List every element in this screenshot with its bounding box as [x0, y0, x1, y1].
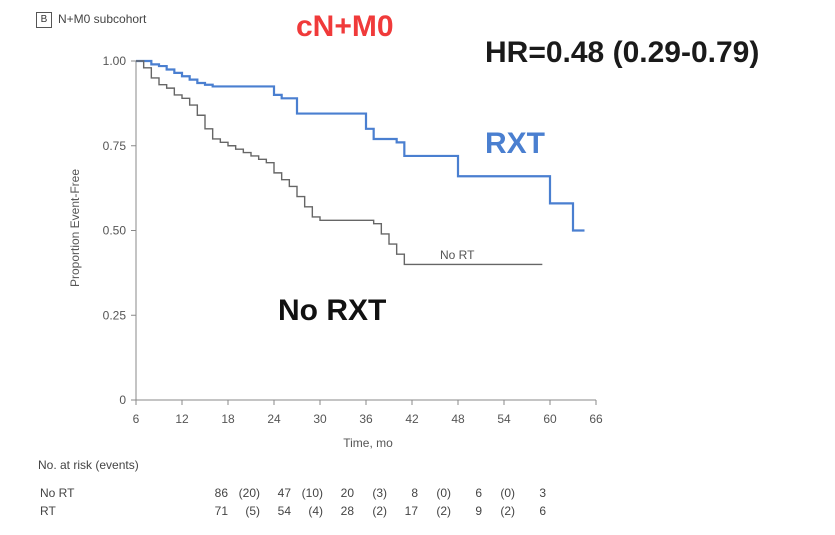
- x-tick-label: 42: [405, 412, 419, 426]
- risk-table-row: RT 71 (5) 54 (4) 28 (2) 17 (2) 9 (2) 6: [38, 504, 638, 520]
- x-tick-label: 12: [175, 412, 189, 426]
- series-line-no_rt: [136, 60, 543, 266]
- y-axis-title: Proportion Event-Free: [68, 169, 82, 287]
- risk-table-row: No RT 86 (20) 47 (10) 20 (3) 8 (0) 6 (0) 3: [38, 486, 638, 502]
- x-tick-label: 48: [451, 412, 465, 426]
- x-axis-title: Time, mo: [343, 436, 393, 450]
- risk-cell: (20): [238, 486, 260, 500]
- x-tick-label: 18: [221, 412, 235, 426]
- risk-table-header: No. at risk (events): [38, 458, 139, 472]
- risk-cell: 17: [404, 504, 418, 518]
- risk-row-label: No RT: [40, 486, 75, 500]
- x-tick-label: 36: [359, 412, 373, 426]
- risk-cell: (2): [372, 504, 387, 518]
- risk-cell: 6: [475, 486, 482, 500]
- risk-cell: (2): [500, 504, 515, 518]
- risk-cell: (10): [301, 486, 323, 500]
- panel-badge: B: [36, 12, 52, 28]
- risk-cell: (0): [436, 486, 451, 500]
- y-tick-label: 0.75: [103, 139, 127, 153]
- x-tick-label: 24: [267, 412, 281, 426]
- risk-cell: (5): [245, 504, 260, 518]
- risk-cell: 8: [411, 486, 418, 500]
- series-line-rt: [136, 59, 585, 232]
- risk-cell: 47: [277, 486, 291, 500]
- risk-cell: (2): [436, 504, 451, 518]
- risk-cell: (0): [500, 486, 515, 500]
- series-layer: [136, 59, 585, 266]
- chart-title: cN+M0: [296, 10, 394, 43]
- axes: 6 12 18 24 30 36 42 48 54 60 66 0 0.25 0.50 0.75 1.00: [103, 54, 603, 426]
- x-tick-label: 30: [313, 412, 327, 426]
- risk-cell: 9: [475, 504, 482, 518]
- y-tick-label: 1.00: [103, 54, 127, 68]
- y-tick-label: 0: [119, 393, 126, 407]
- panel-subtitle: N+M0 subcohort: [58, 12, 147, 26]
- y-tick-label: 0.25: [103, 308, 127, 322]
- x-tick-label: 54: [497, 412, 511, 426]
- risk-cell: 28: [340, 504, 354, 518]
- x-tick-label: 6: [133, 412, 140, 426]
- risk-cell: 86: [214, 486, 228, 500]
- risk-cell: 71: [214, 504, 228, 518]
- x-tick-label: 60: [543, 412, 557, 426]
- y-tick-label: 0.50: [103, 224, 127, 238]
- x-tick-label: 66: [589, 412, 603, 426]
- risk-cell: (4): [308, 504, 323, 518]
- risk-row-label: RT: [40, 504, 56, 518]
- risk-cell: (3): [372, 486, 387, 500]
- risk-cell: 54: [277, 504, 291, 518]
- annotation-rxt: RXT: [485, 127, 545, 160]
- risk-cell: 20: [340, 486, 354, 500]
- annotation-no-rt: No RT: [440, 248, 475, 262]
- risk-cell: 3: [539, 486, 546, 500]
- risk-cell: 6: [539, 504, 546, 518]
- annotation-no-rxt: No RXT: [278, 294, 386, 327]
- annotation-layer: RXT No RT No RXT: [278, 127, 545, 327]
- hazard-ratio-label: HR=0.48 (0.29-0.79): [485, 36, 760, 69]
- km-chart: 6 12 18 24 30 36 42 48 54 60 66 0 0.25 0.50 0.75 1.00 R…: [68, 54, 603, 450]
